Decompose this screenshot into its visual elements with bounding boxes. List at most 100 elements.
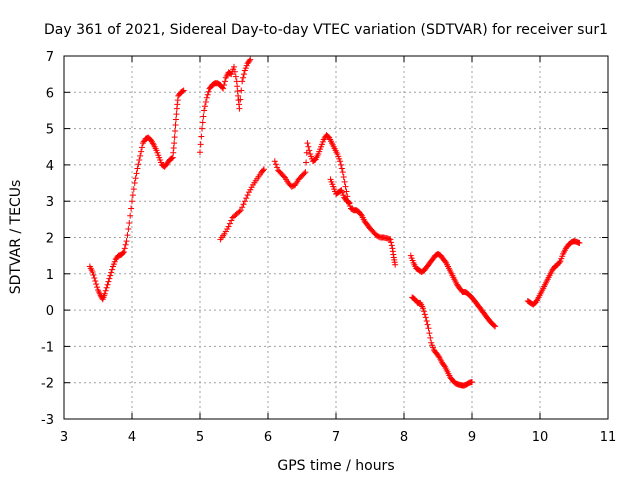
data-point	[171, 134, 178, 141]
data-point	[130, 186, 137, 193]
data-point	[168, 155, 175, 162]
y-tick-label: 5	[46, 123, 54, 138]
data-point	[280, 173, 287, 180]
data-point	[388, 242, 395, 249]
data-point	[240, 74, 247, 81]
x-tick-label: 8	[400, 430, 408, 445]
data-point	[107, 272, 114, 279]
data-point	[420, 308, 427, 315]
data-point	[171, 140, 178, 147]
data-point	[129, 192, 136, 199]
data-point	[101, 290, 108, 297]
data-point	[469, 378, 475, 385]
data-point	[138, 148, 145, 155]
chart-title: Day 361 of 2021, Sidereal Day-to-day VTE…	[44, 22, 608, 38]
x-tick-label: 10	[532, 430, 549, 445]
data-point	[236, 105, 243, 112]
y-tick-label: 2	[46, 232, 54, 247]
data-point	[172, 128, 179, 135]
x-tick-label: 5	[196, 430, 204, 445]
y-tick-label: -2	[41, 377, 54, 392]
data-point	[123, 238, 130, 245]
data-point	[238, 87, 245, 94]
data-point	[135, 161, 142, 168]
data-point	[173, 111, 180, 118]
data-point	[271, 158, 278, 165]
data-point	[221, 78, 228, 85]
data-point	[124, 232, 131, 239]
data-point	[387, 236, 394, 243]
data-point	[226, 220, 233, 227]
data-point	[424, 321, 431, 328]
data-point	[201, 103, 208, 110]
data-point	[357, 211, 364, 218]
y-axis-label: SDTVAR / TECUs	[8, 180, 24, 295]
data-point	[260, 167, 267, 174]
data-point	[138, 144, 145, 151]
data-point	[576, 239, 583, 246]
y-tick-labels: -3 -2 -1 0 1 2 3 4 5 6 7	[41, 50, 54, 428]
data-point	[392, 261, 399, 268]
data-point	[427, 334, 434, 341]
data-point	[108, 269, 115, 276]
data-point	[556, 259, 563, 266]
data-point	[301, 170, 308, 177]
plot-frame	[63, 55, 609, 420]
data-point	[205, 88, 212, 95]
data-point	[491, 322, 498, 329]
data-point	[202, 98, 209, 105]
data-point	[172, 116, 179, 123]
data-point	[106, 275, 113, 282]
data-point	[201, 107, 208, 114]
data-point	[440, 362, 447, 369]
data-point	[241, 198, 248, 205]
data-point	[422, 314, 429, 321]
y-tick-label: 7	[46, 50, 54, 65]
data-point	[198, 133, 205, 140]
x-tick-label: 3	[60, 430, 68, 445]
y-tick-label: 1	[46, 268, 54, 283]
x-axis-label: GPS time / hours	[277, 458, 394, 474]
data-point	[128, 205, 135, 212]
data-point	[231, 68, 238, 75]
data-point	[228, 217, 235, 224]
data-point	[92, 278, 99, 285]
data-point	[172, 121, 179, 128]
data-point	[197, 141, 204, 148]
data-point	[200, 113, 207, 120]
data-point	[122, 241, 129, 248]
data-point	[388, 239, 395, 246]
data-point	[89, 268, 96, 275]
data-point	[132, 175, 139, 182]
data-point	[345, 199, 352, 206]
data-point	[105, 278, 112, 285]
data-point	[339, 169, 346, 176]
data-point	[126, 219, 133, 226]
data-point	[231, 63, 237, 70]
data-point	[236, 208, 243, 215]
data-point	[260, 166, 267, 173]
data-point	[341, 178, 348, 185]
x-tick-label: 9	[468, 430, 476, 445]
data-point	[302, 169, 309, 176]
y-tick-label: 4	[46, 159, 54, 174]
data-point	[103, 284, 110, 291]
data-point	[121, 245, 128, 252]
data-point	[102, 287, 109, 294]
data-point	[342, 183, 349, 190]
data-point	[237, 96, 244, 103]
data-point	[442, 258, 449, 265]
data-point	[133, 170, 140, 177]
y-tick-label: -1	[41, 340, 54, 355]
data-point	[119, 249, 126, 256]
data-point	[221, 82, 228, 89]
x-tick-label: 6	[264, 430, 272, 445]
data-point	[197, 149, 203, 156]
data-point	[199, 119, 206, 126]
data-point	[225, 223, 232, 230]
x-tick-label: 7	[332, 430, 340, 445]
data-point	[203, 94, 210, 101]
x-tick-label: 4	[128, 430, 136, 445]
data-point	[136, 157, 143, 164]
